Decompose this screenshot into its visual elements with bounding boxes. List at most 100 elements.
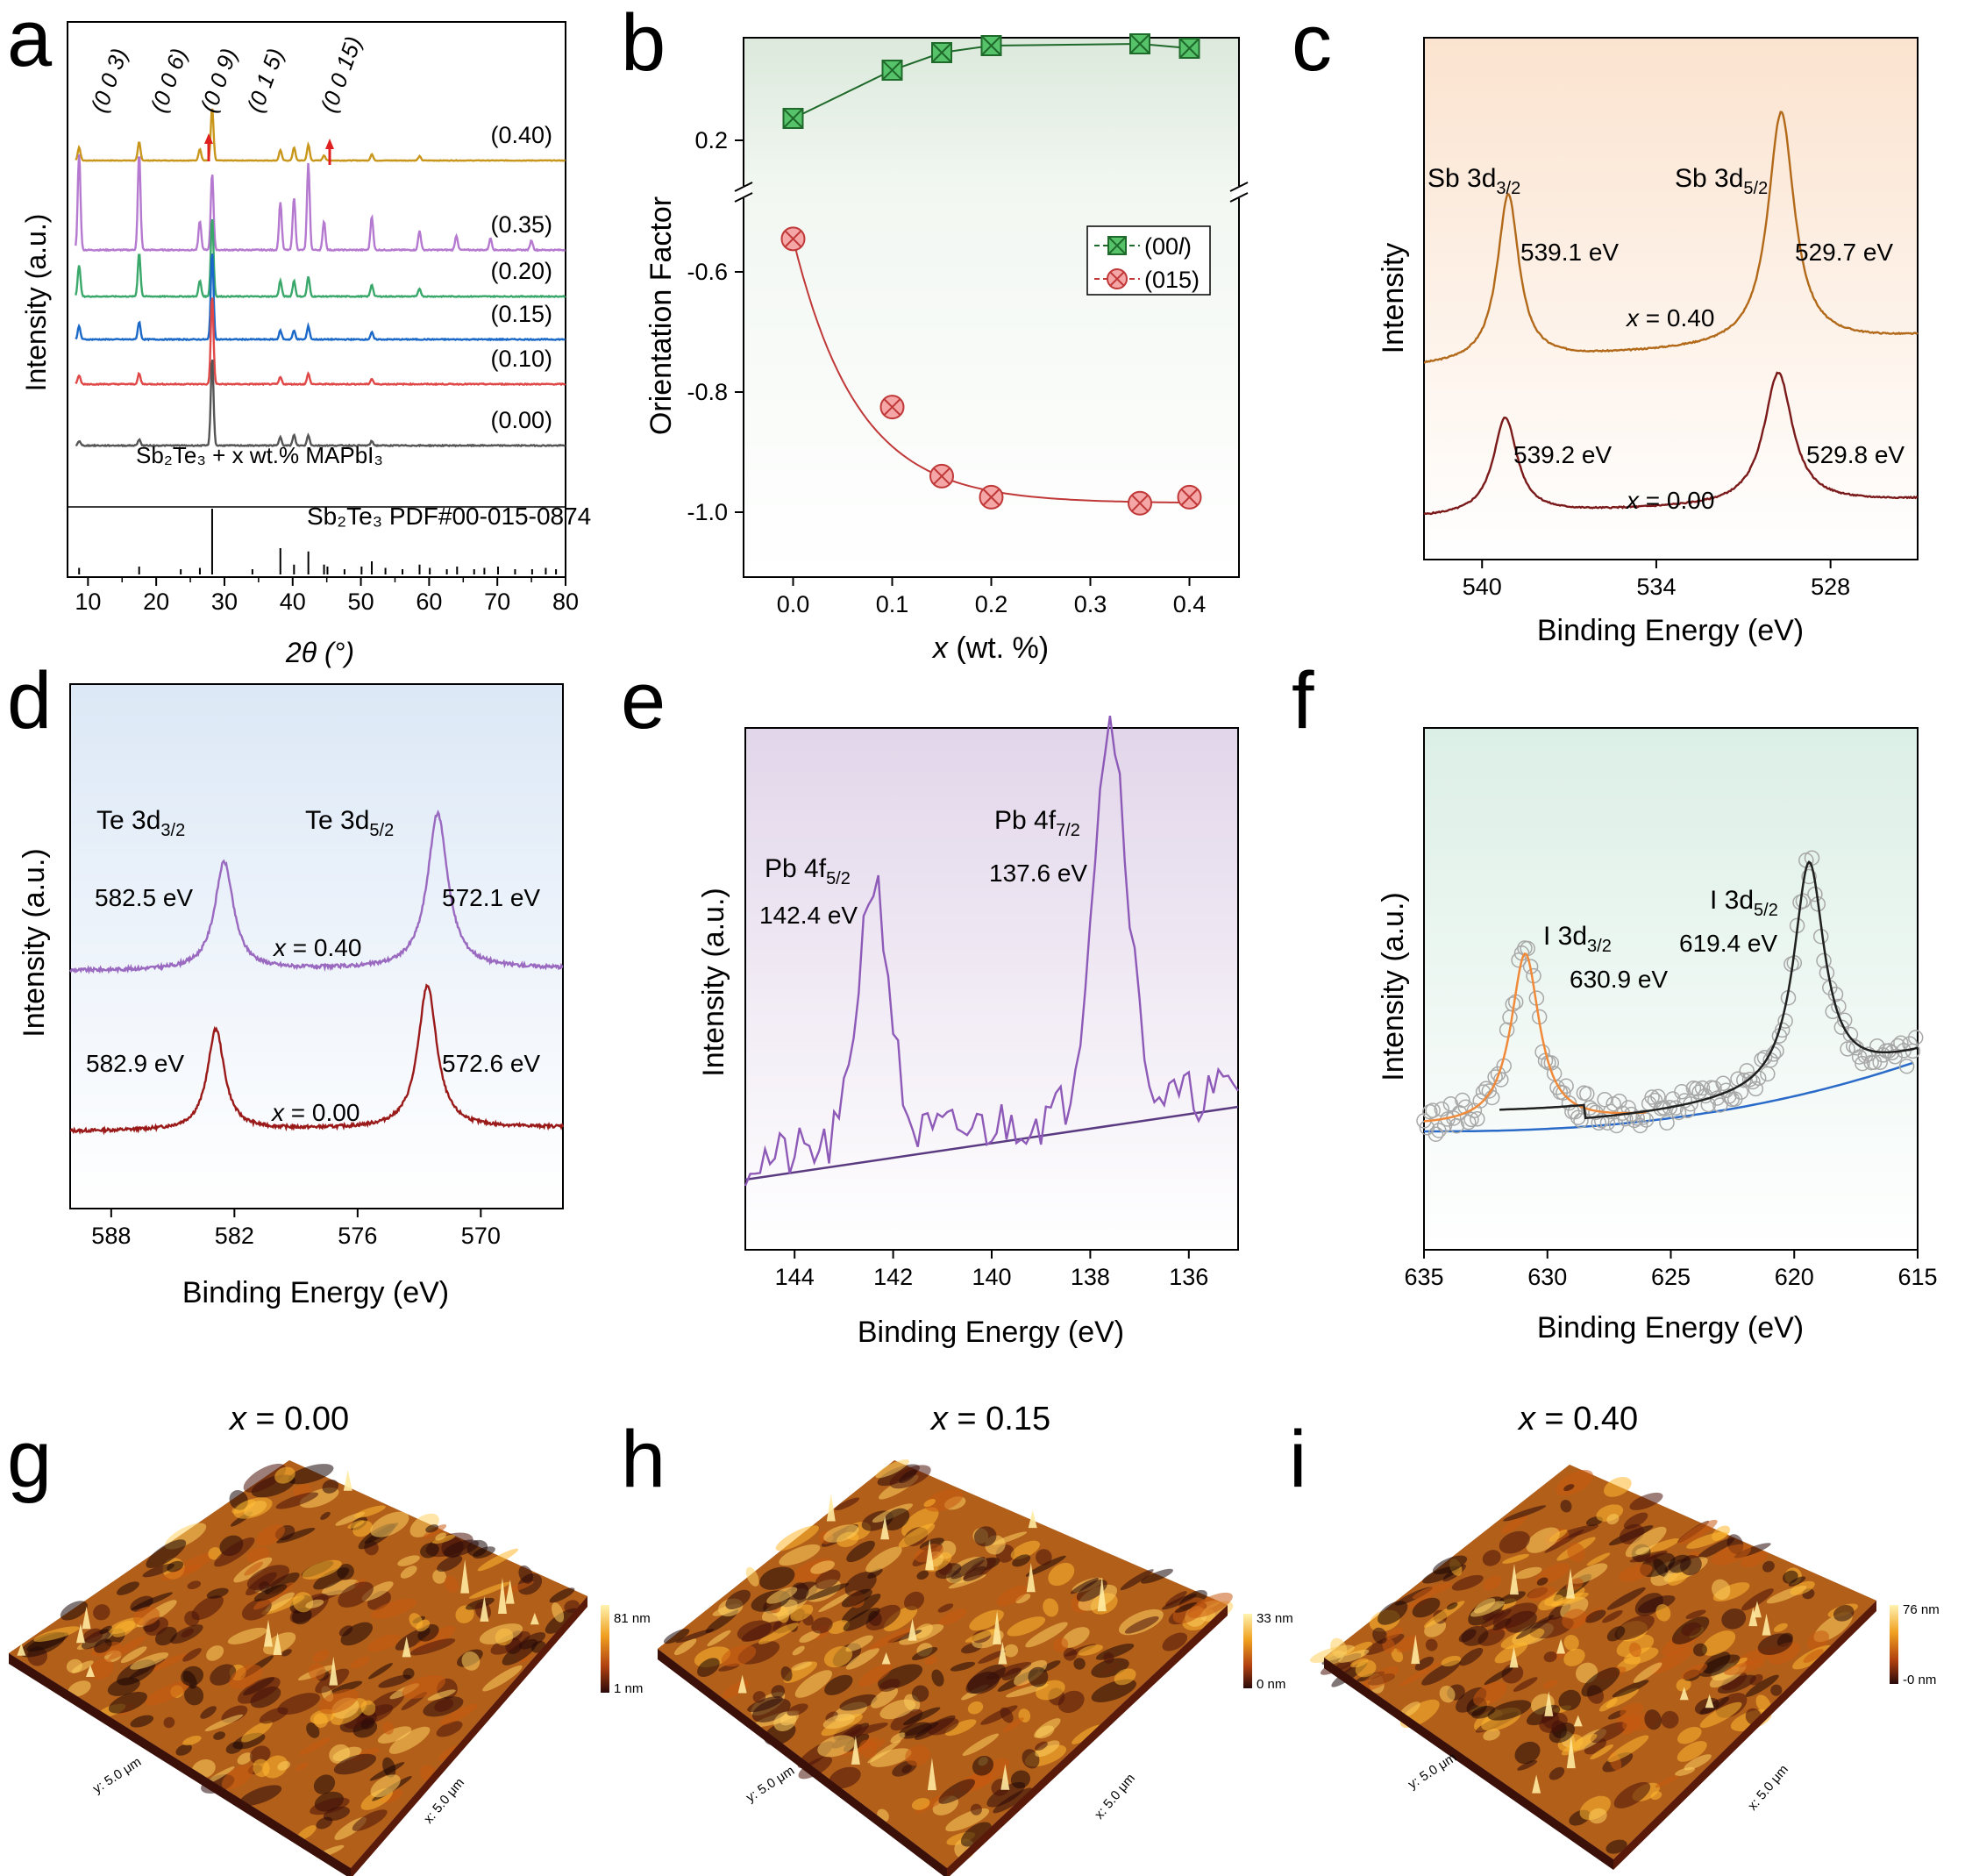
series-label-d-top: x = 0.40: [272, 934, 361, 961]
afm-texture-spot: [818, 1590, 857, 1613]
afm-texture-spot: [259, 1707, 288, 1724]
afm-texture-spot: [377, 1726, 412, 1744]
data-point-f: [1499, 1022, 1515, 1038]
afm-texture-spot: [869, 1627, 913, 1650]
x-axis-label-b: x (wt. %): [931, 631, 1049, 665]
afm-texture-spot: [1607, 1735, 1649, 1763]
afm-texture-spot: [1484, 1666, 1513, 1686]
afm-texture-spot: [416, 1619, 431, 1632]
afm-spike: [993, 1610, 1002, 1644]
afm-texture-spot: [875, 1459, 910, 1479]
legend-marker-015: [1107, 268, 1128, 289]
x-axis-label-f: Binding Energy (eV): [1537, 1311, 1804, 1345]
afm-texture-spot: [1162, 1632, 1188, 1651]
afm-texture-spot: [938, 1779, 975, 1804]
x-axis-label-a: 2θ (°): [285, 637, 354, 668]
afm-texture-spot: [1446, 1602, 1458, 1610]
afm-title-g: x = 0.00: [228, 1401, 349, 1437]
afm-texture-spot: [1015, 1594, 1031, 1604]
afm-texture-spot: [924, 1488, 964, 1512]
afm-texture-spot: [815, 1569, 841, 1590]
afm-texture-spot: [333, 1753, 376, 1775]
afm-texture-spot: [243, 1463, 287, 1493]
afm-texture-spot: [277, 1760, 291, 1771]
afm-texture-spot: [108, 1636, 146, 1660]
afm-texture-spot: [1598, 1698, 1618, 1712]
afm-texture-spot: [890, 1732, 906, 1744]
data-point-f: [1549, 1080, 1565, 1095]
afm-texture-spot: [1770, 1684, 1783, 1696]
afm-spike: [1000, 1764, 1010, 1790]
data-point-f: [1907, 1030, 1924, 1045]
afm-texture-spot: [823, 1646, 853, 1668]
afm-texture-spot: [187, 1580, 202, 1590]
afm-texture-spot: [1550, 1592, 1589, 1608]
afm-texture-spot: [353, 1505, 386, 1518]
xrd-series-line: [75, 218, 566, 299]
afm-texture-spot: [444, 1575, 459, 1594]
data-point-f: [1457, 1099, 1474, 1115]
afm-texture-spot: [1526, 1527, 1560, 1553]
curves-c: [1423, 111, 1919, 516]
fit-curve-i-3d52: [1499, 860, 1918, 1120]
afm-texture-spot: [33, 1626, 80, 1642]
afm-texture-spot: [1745, 1674, 1779, 1697]
afm-texture-spot: [1076, 1579, 1107, 1602]
afm-texture-spot: [1527, 1586, 1556, 1601]
afm-spike: [1028, 1509, 1037, 1529]
afm-texture-spot: [249, 1745, 271, 1765]
afm-texture-spot: [1650, 1646, 1693, 1674]
legend-label-00l: (00l): [1144, 233, 1192, 260]
panel-letter-c: c: [1292, 0, 1332, 88]
afm-texture-spot: [82, 1628, 103, 1644]
plot-frame-e: [744, 727, 1239, 1251]
series-label-c-bot: x = 0.00: [1625, 487, 1714, 514]
afm-texture-spot: [1622, 1714, 1641, 1731]
afm-texture-spot: [787, 1703, 808, 1716]
afm-texture-spot: [779, 1544, 821, 1566]
afm-texture-spot: [1702, 1651, 1731, 1674]
peak-label-c-top-1: 539.1 eV: [1520, 239, 1619, 266]
afm-texture-spot: [923, 1499, 936, 1508]
afm-texture-spot: [1633, 1662, 1662, 1683]
afm-texture-spot: [229, 1664, 263, 1689]
axis-break-left: [734, 182, 753, 203]
afm-texture-spot: [214, 1537, 255, 1567]
marker-00l: [1178, 38, 1200, 59]
afm-texture-spot: [425, 1524, 439, 1533]
afm-texture-spot: [916, 1570, 929, 1580]
x-tick-label: 534: [1636, 574, 1676, 600]
afm-texture-spot: [213, 1731, 226, 1740]
afm-texture-spot: [972, 1755, 994, 1776]
afm-texture-spot: [1399, 1661, 1442, 1687]
afm-texture-spot: [911, 1685, 929, 1702]
peak-label-d-top-2: 572.1 eV: [442, 884, 540, 911]
peak-label-f-2: 619.4 eV: [1679, 930, 1777, 957]
afm-texture-spot: [191, 1595, 224, 1621]
afm-texture-spot: [133, 1606, 160, 1626]
x-tick-label: 136: [1169, 1264, 1208, 1290]
data-point-f: [1470, 1111, 1485, 1127]
afm-texture-spot: [882, 1508, 910, 1531]
afm-texture-spot: [1697, 1537, 1735, 1559]
reference-label-a: Sb₂Te₃ PDF#00-015-0874: [307, 503, 591, 530]
afm-texture-spot: [175, 1744, 192, 1756]
plot-frame-f: [1423, 727, 1919, 1251]
panel-letter-e: e: [621, 656, 666, 745]
afm-texture-spot: [1790, 1580, 1815, 1595]
data-point-f: [1573, 1112, 1589, 1129]
xrd-series-line: [75, 359, 566, 448]
afm-texture-spot: [1629, 1550, 1668, 1563]
peak-label-e-2: 137.6 eV: [989, 860, 1087, 887]
afm-texture-spot: [1025, 1622, 1068, 1648]
afm-texture-spot: [1421, 1660, 1461, 1686]
afm-texture-spot: [370, 1774, 401, 1798]
afm-texture-spot: [834, 1497, 860, 1511]
peak-label-d-top-1: 582.5 eV: [95, 884, 193, 911]
afm-texture-spot: [1502, 1553, 1529, 1564]
afm-texture-spot: [1073, 1658, 1086, 1670]
peak-label-c-top-2: 529.7 eV: [1795, 239, 1893, 266]
afm-texture-spot: [903, 1591, 925, 1611]
x-tick-label-a: 40: [280, 588, 306, 615]
